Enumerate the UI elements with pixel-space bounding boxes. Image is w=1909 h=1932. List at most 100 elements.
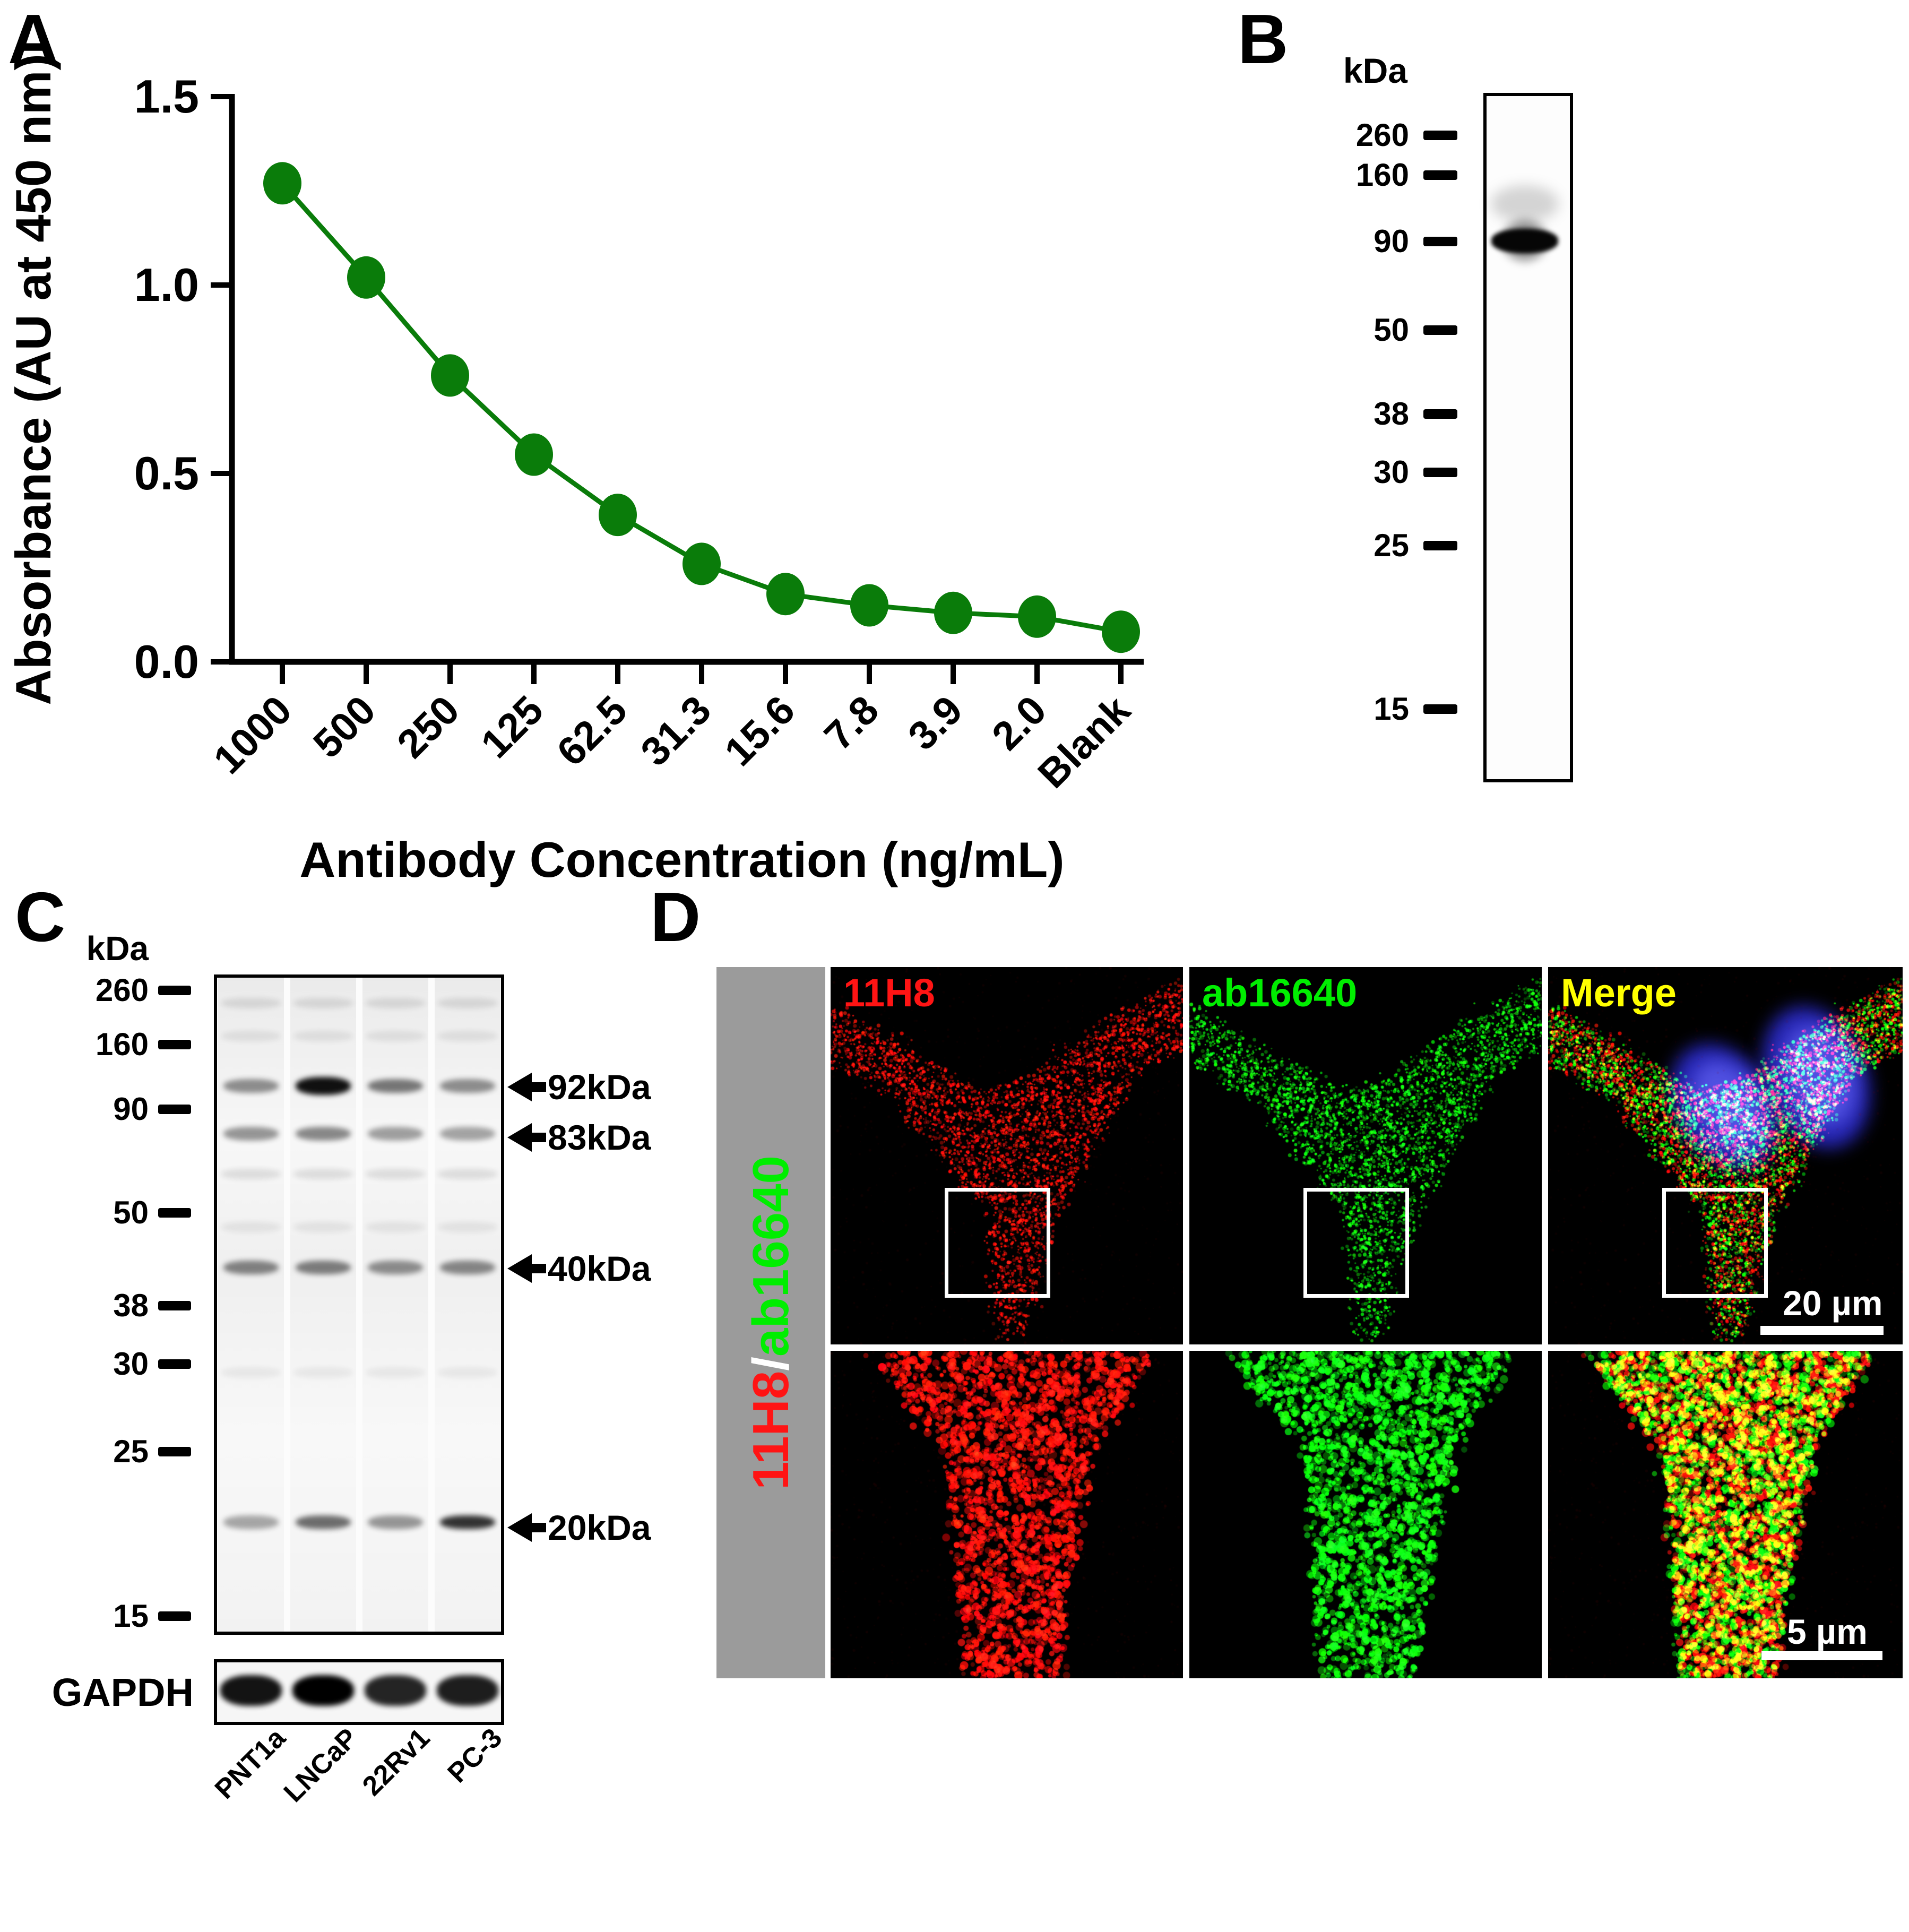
wb-band-92kDa [296,1077,351,1095]
wb-band-83kDa [223,1127,279,1141]
x-tick-label: 500 [305,687,384,767]
panel-b-band-90kda [1491,229,1558,253]
data-point [431,354,469,397]
wb-faint-band [221,1031,281,1041]
if-canvas-ab16640 [1189,967,1542,1344]
ladder-c-tick [158,1040,191,1049]
wb-band-83kDa [296,1127,351,1141]
wb-band-40kDa [223,1261,279,1274]
ladder-b-tick [1423,704,1457,714]
wb-band-83kDa [440,1127,495,1141]
panel-b-blot-lane [1483,93,1573,782]
x-tick-label: 250 [388,687,468,767]
strip-rotated-text: 11H8/ab16640 [742,1155,800,1490]
data-point [1018,595,1056,638]
ladder-b-label: 15 [1374,691,1409,727]
panel-a-label: A [8,0,59,78]
ladder-c-label: 15 [113,1598,149,1634]
blot-lane-smear [362,978,428,1632]
data-point [683,542,721,585]
scalebar-20um-label: 20 µm [1783,1283,1883,1323]
ladder-c-tick [158,986,191,995]
ladder-b-label: 50 [1374,312,1409,348]
ladder-b-tick [1423,468,1457,477]
ladder-b-label: 25 [1374,528,1409,563]
y-tick-label: 1.0 [134,258,199,311]
gapdh-band [365,1675,426,1706]
wb-band-40kDa [440,1261,495,1274]
wb-band-20kDa [368,1515,423,1529]
if-image-11h8-overview: 11H8 [831,967,1183,1344]
band-mw-label: 83kDa [548,1118,651,1157]
panel-d-label: D [650,878,701,956]
wb-faint-band [438,1031,497,1041]
y-tick-label: 0.0 [134,635,199,688]
band-mw-label: 40kDa [548,1249,651,1288]
if-canvas-11h8 [831,967,1183,1344]
ladder-b-tick [1423,325,1457,335]
wb-faint-band [221,1169,281,1179]
blot-lane-smear [218,978,284,1632]
wb-band-40kDa [296,1261,351,1274]
wb-band-83kDa [368,1127,423,1141]
ladder-b-tick [1423,170,1457,180]
data-point [1102,610,1140,653]
wb-band-40kDa [368,1261,423,1274]
ladder-c-tick [158,1611,191,1621]
if-image-merge-zoom: 5 µm [1548,1351,1903,1678]
wb-faint-band [366,1222,425,1232]
ladder-c-label: 160 [95,1027,149,1062]
ladder-b-label: 90 [1374,223,1409,259]
x-axis-title: Antibody Concentration (ng/mL) [299,832,1064,887]
wb-faint-band [221,1222,281,1232]
ladder-c-tick [158,1105,191,1114]
figure-root: A 0.0 0.5 1.0 1.5 1000 500 250 125 62.5 31.3 15.6 7… [5,0,1903,1808]
ladder-c-label: 90 [113,1091,149,1127]
ladder-b-tick [1423,409,1457,419]
arrow-left-icon [507,1123,532,1152]
panel-c-label: C [15,878,66,956]
panel-c-kda-unit-label: kDa [86,929,149,968]
wb-faint-band [366,1367,425,1378]
scalebar-5um-label: 5 µm [1787,1612,1868,1651]
strip-text-ab16640: ab16640 [742,1155,799,1357]
data-point [515,433,553,476]
wb-faint-band [293,1169,353,1179]
blot-lane-smear [290,978,356,1632]
wb-faint-band [293,1222,353,1232]
gapdh-band [220,1675,282,1706]
if-image-11h8-zoom [831,1351,1183,1678]
ladder-c-label: 260 [95,972,149,1008]
gapdh-label: GAPDH [51,1670,194,1714]
roi-box [945,1188,1050,1298]
ladder-b-tick [1423,131,1457,140]
x-tick-label: 31.3 [632,687,720,775]
x-tick-label: 1000 [205,687,300,783]
wb-faint-band [221,1367,281,1378]
band-mw-label: 20kDa [548,1508,651,1547]
arrow-tail [530,1133,546,1142]
ladder-c-tick [158,1359,191,1369]
y-tick-label: 0.5 [134,447,199,499]
wb-faint-band [438,998,497,1008]
channel-label-ab16640: ab16640 [1202,971,1358,1015]
x-tick-label: Blank [1030,687,1139,797]
x-tick-label: 125 [472,687,552,767]
band-mw-label: 92kDa [548,1067,651,1107]
blot-lane-smear [435,978,500,1632]
channel-label-merge: Merge [1561,971,1677,1015]
ladder-c-label: 30 [113,1346,149,1382]
ladder-c-tick [158,1208,191,1218]
x-tick-label: 62.5 [548,687,636,775]
arrow-left-icon [507,1073,532,1101]
ladder-b-tick [1423,237,1457,246]
strip-text-11h8: 11H8 [742,1370,799,1490]
roi-box [1303,1188,1409,1298]
ladder-c-tick [158,1301,191,1310]
panel-b-kda-unit-label: kDa [1343,51,1407,90]
wb-band-92kDa [440,1079,495,1093]
wb-faint-band [438,1169,497,1179]
ladder-c-label: 50 [113,1195,149,1230]
wb-band-20kDa [223,1515,279,1529]
